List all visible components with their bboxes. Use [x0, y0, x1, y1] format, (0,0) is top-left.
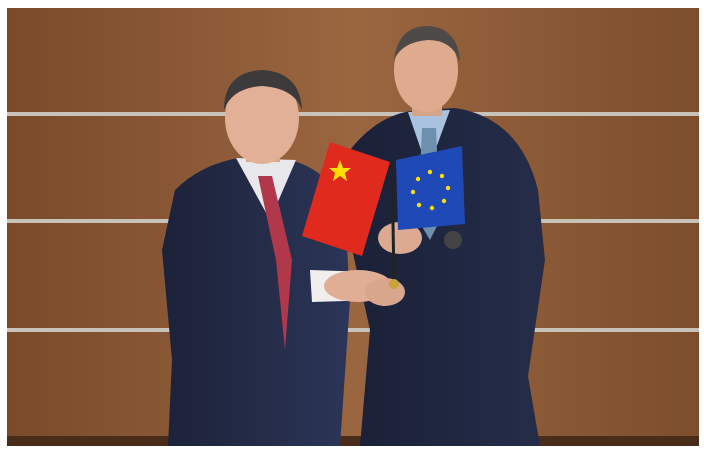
face — [225, 72, 299, 164]
flags — [302, 142, 465, 289]
person-left — [162, 70, 405, 446]
hair — [224, 70, 302, 110]
flag-pole — [390, 159, 396, 285]
face — [394, 28, 458, 112]
floor-edge — [7, 436, 699, 446]
wall-strip — [7, 328, 699, 332]
photo — [7, 8, 699, 446]
eu-star — [416, 202, 422, 208]
pole-base — [389, 279, 399, 289]
wall-strip — [7, 112, 699, 116]
eu-star — [410, 189, 416, 195]
eu-star — [445, 185, 451, 191]
hand — [365, 278, 405, 306]
hand — [378, 222, 422, 254]
eu-star — [439, 173, 445, 179]
eu-stars — [410, 169, 451, 211]
eu-star — [441, 198, 447, 204]
eu-star — [427, 169, 433, 175]
flag-star — [329, 160, 351, 181]
china-flag — [302, 142, 390, 256]
hair — [394, 26, 460, 62]
eu-star — [429, 205, 435, 211]
eu-flag — [396, 146, 465, 230]
eu-star — [415, 176, 421, 182]
watch — [444, 231, 462, 249]
suit — [162, 158, 350, 446]
tie — [258, 176, 292, 350]
